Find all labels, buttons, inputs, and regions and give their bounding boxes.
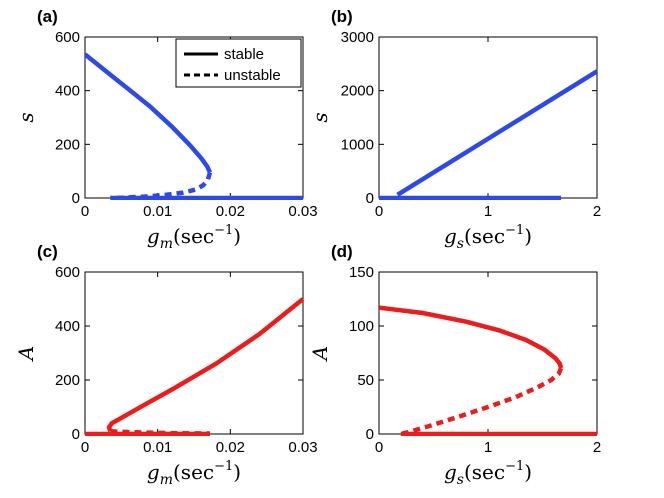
- stable-branch: [396, 69, 599, 197]
- y-tick-label: 2000: [341, 83, 374, 100]
- x-tick-label: 0.02: [216, 203, 245, 220]
- legend-box: [175, 38, 302, 88]
- panel-label: (d): [331, 242, 353, 261]
- x-tick-label: 0: [81, 439, 89, 456]
- x-tick-label: 2: [593, 439, 601, 456]
- x-axis-label: gs(sec−1): [444, 223, 532, 252]
- legend-stable-label: stable: [224, 46, 264, 63]
- x-tick-label: 0.02: [216, 439, 245, 456]
- y-axis-label: A: [308, 346, 332, 362]
- panel-label: (b): [331, 7, 353, 26]
- y-tick-label: 200: [55, 136, 80, 153]
- y-tick-label: 200: [55, 372, 80, 389]
- y-axis-label: s: [14, 112, 38, 122]
- y-tick-label: 0: [72, 426, 80, 443]
- x-tick-label: 0.03: [288, 439, 317, 456]
- panel-a: (a) 0 0.01 0.02 0.03 0 200 400 600 gm(sec−1) s stab…: [14, 7, 318, 252]
- x-tick-label: 2: [593, 203, 601, 220]
- stable-branch: [106, 297, 305, 433]
- panel-b: (b) 0 1 2 0 1000 2000 3000 gs(sec−1) s: [308, 7, 601, 252]
- stable-branch: [85, 52, 213, 174]
- y-tick-label: 0: [72, 190, 80, 207]
- legend: stable unstable: [175, 38, 302, 88]
- y-tick-label: 0: [366, 426, 374, 443]
- y-tick-label: 50: [357, 372, 374, 389]
- y-tick-label: 100: [349, 318, 374, 335]
- y-tick-label: 0: [366, 190, 374, 207]
- y-tick-label: 3000: [341, 29, 374, 46]
- axes-frame: [378, 36, 598, 199]
- y-axis-label: A: [14, 346, 38, 362]
- x-tick-label: 0.03: [288, 203, 317, 220]
- y-tick-label: 600: [55, 29, 80, 46]
- x-axis-label: gm(sec−1): [147, 223, 241, 252]
- x-axis-label: gm(sec−1): [147, 459, 241, 488]
- legend-unstable-label: unstable: [224, 67, 281, 84]
- axes-frame: [84, 271, 304, 435]
- y-tick-label: 1000: [341, 136, 374, 153]
- axes-frame: [378, 271, 598, 435]
- panel-d: (d) 0 1 2 0 50 100 150 gs(sec−1) A: [308, 242, 601, 488]
- x-tick-label: 1: [484, 203, 492, 220]
- x-tick-label: 0: [81, 203, 89, 220]
- y-axis-label: s: [308, 112, 332, 122]
- y-tick-label: 400: [55, 318, 80, 335]
- x-tick-label: 1: [484, 439, 492, 456]
- y-tick-label: 150: [349, 264, 374, 281]
- x-tick-label: 0.01: [143, 439, 172, 456]
- unstable-branch: [110, 171, 213, 200]
- stable-branch: [379, 305, 564, 369]
- unstable-branch: [400, 367, 564, 436]
- y-tick-label: 600: [55, 264, 80, 281]
- x-tick-label: 0.01: [143, 203, 172, 220]
- panel-label: (a): [37, 7, 58, 26]
- panel-c: (c) 0 0.01 0.02 0.03 0 200 400 600 gm(sec−1) A: [14, 242, 318, 488]
- x-axis-label: gs(sec−1): [444, 459, 532, 488]
- x-tick-label: 0: [375, 439, 383, 456]
- x-tick-label: 0: [375, 203, 383, 220]
- panel-label: (c): [37, 242, 58, 261]
- y-tick-label: 400: [55, 83, 80, 100]
